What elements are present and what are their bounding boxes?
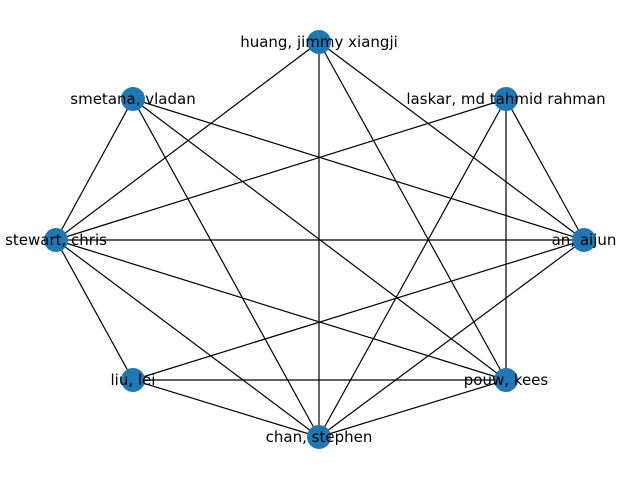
- edge-huang-an: [318, 41, 585, 241]
- node-liu: [121, 368, 145, 392]
- edge-laskar-stewart: [55, 98, 507, 241]
- edge-liu-chan: [132, 379, 320, 438]
- edge-huang-pouw: [318, 41, 507, 381]
- node-label-stewart: stewart, chris: [5, 231, 107, 249]
- edge-laskar-chan: [318, 98, 507, 438]
- node-stewart: [44, 228, 68, 252]
- node-pouw: [494, 368, 518, 392]
- edge-stewart-liu: [55, 239, 134, 381]
- edge-an-chan: [318, 239, 585, 438]
- nodes-layer: [44, 30, 596, 449]
- node-smetana: [121, 87, 145, 111]
- node-chan: [307, 425, 331, 449]
- edge-stewart-pouw: [55, 239, 507, 381]
- edge-laskar-an: [505, 98, 585, 241]
- edge-smetana-chan: [132, 98, 320, 438]
- edge-smetana-stewart: [55, 98, 134, 241]
- node-an: [572, 228, 596, 252]
- node-label-liu: liu, lei: [111, 371, 156, 389]
- edge-stewart-chan: [55, 239, 320, 438]
- edge-chan-pouw: [318, 379, 507, 438]
- edge-huang-stewart: [55, 41, 320, 241]
- labels-layer: huang, jimmy xiangji laskar, md tahmid ra…: [5, 33, 616, 446]
- node-huang: [307, 30, 331, 54]
- node-label-huang: huang, jimmy xiangji: [240, 33, 398, 51]
- node-label-smetana: smetana, vladan: [70, 90, 195, 108]
- edges-layer: [55, 41, 585, 438]
- node-label-chan: chan, stephen: [266, 428, 373, 446]
- edge-an-liu: [132, 239, 585, 381]
- node-label-an: an, aijun: [552, 231, 617, 249]
- node-label-laskar: laskar, md tahmid rahman: [406, 90, 605, 108]
- edge-smetana-an: [132, 98, 585, 241]
- node-label-pouw: pouw, kees: [464, 371, 549, 389]
- node-laskar: [494, 87, 518, 111]
